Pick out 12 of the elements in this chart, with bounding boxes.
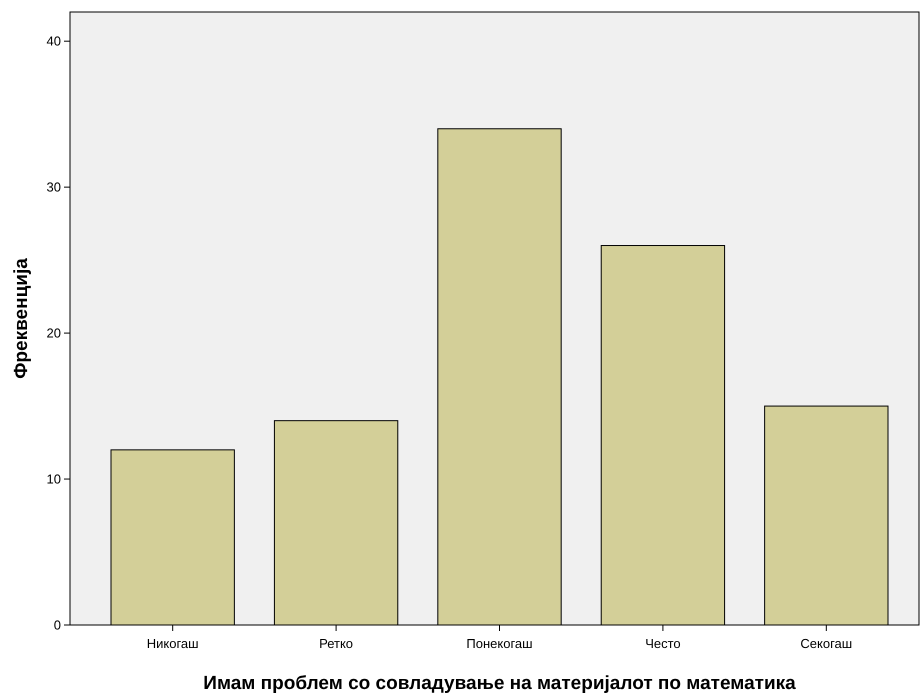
y-tick-label: 40 xyxy=(46,34,61,49)
y-tick-label: 30 xyxy=(46,180,61,195)
y-axis-title: Фреквенција xyxy=(11,258,32,379)
x-tick-label: Никогаш xyxy=(146,636,199,651)
x-axis-title: Имам проблем со совладување на материјалот по математика xyxy=(203,673,796,694)
x-tick-label: Понекогаш xyxy=(466,636,533,651)
y-tick-label: 10 xyxy=(46,472,61,487)
y-tick-label: 0 xyxy=(54,618,61,633)
x-tick-label: Секогаш xyxy=(800,636,852,651)
y-tick-label: 20 xyxy=(46,326,61,341)
x-tick-label: Често xyxy=(645,636,681,651)
x-tick-label: Ретко xyxy=(319,636,354,651)
